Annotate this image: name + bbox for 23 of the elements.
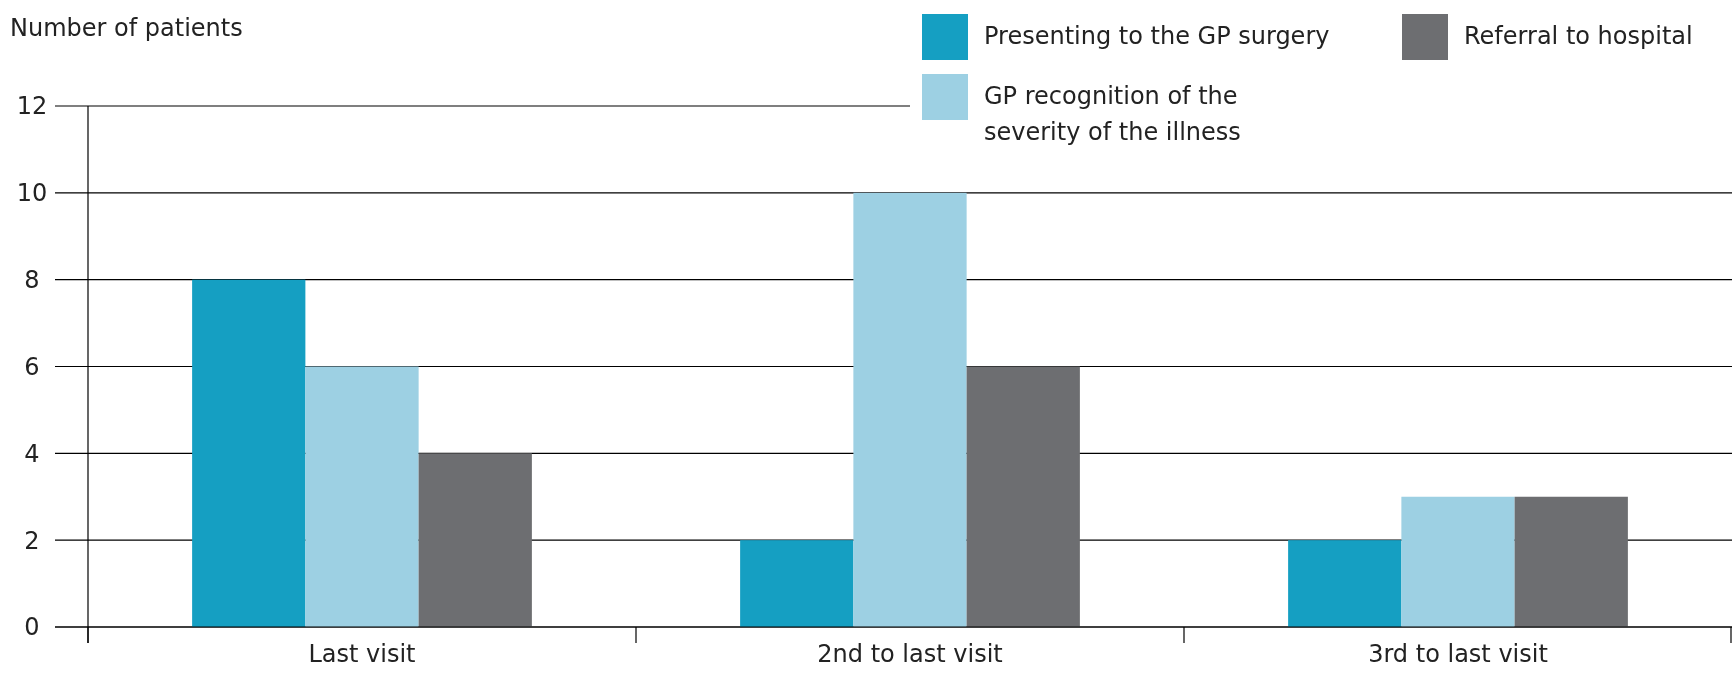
bar [740,540,854,627]
bar [1401,496,1515,627]
bar [1514,496,1628,627]
legend-label: Presenting to the GP surgery [984,22,1330,50]
y-tick-label: 6 [24,352,40,381]
y-tick-label: 0 [24,613,40,642]
y-tick-label: 8 [24,266,40,295]
bar [966,366,1080,627]
bar [1288,540,1402,627]
y-tick-label: 2 [24,526,40,555]
legend-label: Referral to hospital [1464,22,1693,50]
x-tick-label: 2nd to last visit [817,640,1003,668]
legend-label: GP recognition of the severity of the illness [984,82,1241,146]
bar [418,453,532,627]
x-tick-label: Last visit [308,640,416,668]
bar [192,279,306,627]
y-tick-label: 10 [16,179,48,208]
bar [305,366,419,627]
y-tick-label: 4 [24,439,40,468]
y-tick-label: 12 [16,92,48,121]
x-tick-label: 3rd to last visit [1368,640,1548,668]
bar [853,192,967,627]
y-axis-title: Number of patients [10,14,243,42]
